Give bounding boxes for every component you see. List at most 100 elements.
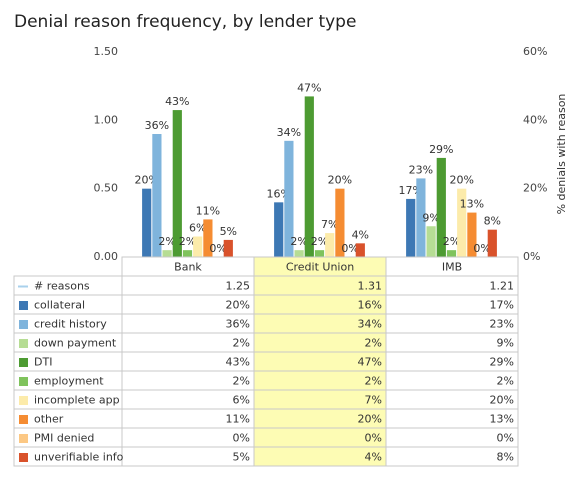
bar-value-label: 20% <box>328 174 352 187</box>
bar <box>446 250 457 257</box>
bar-value-label: 6% <box>189 222 206 235</box>
table-cell: 8% <box>497 451 514 464</box>
bar-value-label: 2% <box>443 235 460 248</box>
bar-value-label: 7% <box>321 218 338 231</box>
bar <box>152 134 162 257</box>
highlight-column <box>253 256 387 467</box>
table-header-cell <box>385 256 519 277</box>
bar-value-label: 47% <box>297 81 321 94</box>
table-cell: 4% <box>365 451 382 464</box>
table-header: IMB <box>442 261 462 274</box>
bar <box>172 110 182 257</box>
table-cell: 1.31 <box>358 280 383 293</box>
table-cell: 2% <box>233 337 250 350</box>
table-cell: 34% <box>358 318 382 331</box>
bar-value-label: 0% <box>209 242 226 255</box>
bar-value-label: 9% <box>422 211 439 224</box>
bar <box>193 236 203 257</box>
bar-value-label: 0% <box>341 242 358 255</box>
bar <box>162 250 172 257</box>
bar-value-label: 13% <box>460 198 484 211</box>
bar <box>223 239 233 257</box>
bar <box>426 226 436 257</box>
y2-axis-label: % denials with reason <box>555 94 568 215</box>
bar-value-label: 34% <box>277 126 301 139</box>
table-cell: 20% <box>490 394 514 407</box>
legend-label: # reasons <box>34 280 90 293</box>
table-cell: 13% <box>490 413 514 426</box>
y2-tick-label: 0% <box>523 250 540 263</box>
bar <box>406 198 416 257</box>
table-cell: 5% <box>233 451 250 464</box>
table-cell: 20% <box>226 299 250 312</box>
table-cell: 43% <box>226 356 250 369</box>
bar-value-label: 20% <box>449 174 473 187</box>
bar-value-label: 0% <box>473 242 490 255</box>
y-tick-label: 0.50 <box>94 182 119 195</box>
bar-value-label: 5% <box>220 225 237 238</box>
y2-tick-label: 20% <box>523 182 547 195</box>
legend-swatch <box>19 339 28 348</box>
bar <box>304 96 314 258</box>
table-cell: 2% <box>365 375 382 388</box>
bar <box>457 188 467 257</box>
table-cell: 23% <box>490 318 514 331</box>
legend-swatch <box>19 415 28 424</box>
legend-swatch <box>19 453 28 462</box>
table-cell: 6% <box>233 394 250 407</box>
legend-label: incomplete app <box>34 394 120 407</box>
table-cell: 29% <box>490 356 514 369</box>
y2-tick-label: 40% <box>523 113 547 126</box>
bar <box>142 188 152 257</box>
bar <box>294 250 304 257</box>
legend-swatch <box>19 320 28 329</box>
bar-value-label: 23% <box>409 163 433 176</box>
bar <box>284 140 294 257</box>
legend-swatch <box>19 301 28 310</box>
bar <box>203 219 213 257</box>
bar <box>274 202 284 257</box>
table-cell: 1.21 <box>490 280 515 293</box>
table-cell: 2% <box>497 375 514 388</box>
table-cell: 20% <box>358 413 382 426</box>
bar-value-label: 36% <box>145 119 169 132</box>
bar-value-label: 43% <box>165 95 189 108</box>
bar-value-label: 2% <box>311 235 328 248</box>
table-cell: 47% <box>358 356 382 369</box>
bar-value-label: 11% <box>196 204 220 217</box>
table-header: Bank <box>174 261 202 274</box>
y-tick-label: 0.00 <box>94 250 119 263</box>
table-cell: 11% <box>226 413 250 426</box>
bar <box>416 178 426 257</box>
bar-value-label: 2% <box>158 235 175 248</box>
bar-value-label: 4% <box>352 228 369 241</box>
table-cell: 2% <box>365 337 382 350</box>
bar-value-label: 29% <box>429 143 453 156</box>
y-tick-label: 1.00 <box>94 113 119 126</box>
table-cell: 17% <box>490 299 514 312</box>
legend-label: PMI denied <box>34 432 94 445</box>
bar-value-label: 8% <box>484 215 501 228</box>
bar <box>182 250 193 257</box>
legend-label: down payment <box>34 337 117 350</box>
bar-value-label: 2% <box>179 235 196 248</box>
legend-label: DTI <box>34 356 52 369</box>
table-header: Credit Union <box>286 261 354 274</box>
table-cell: 7% <box>365 394 382 407</box>
table-cell: 0% <box>497 432 514 445</box>
bar <box>335 188 345 257</box>
bar <box>325 233 335 257</box>
table-cell: 1.25 <box>226 280 251 293</box>
legend-label: employment <box>34 375 104 388</box>
legend-swatch <box>19 358 28 367</box>
table-cell: 9% <box>497 337 514 350</box>
bar <box>355 243 365 257</box>
legend-swatch <box>19 377 28 386</box>
legend-label: other <box>34 413 64 426</box>
bar <box>436 157 446 257</box>
bar <box>314 250 325 257</box>
table-cell: 2% <box>233 375 250 388</box>
table-cell: 16% <box>358 299 382 312</box>
y2-tick-label: 60% <box>523 45 547 58</box>
